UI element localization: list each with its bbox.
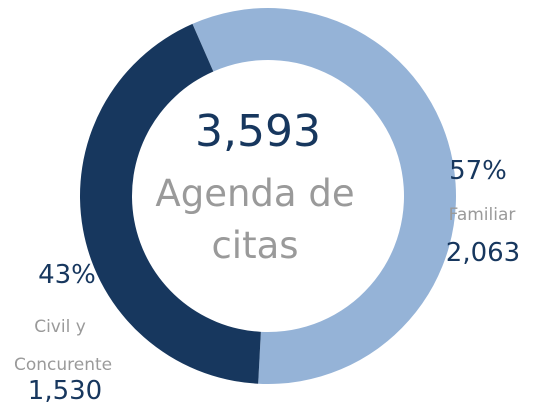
value-label: 2,063 [445, 238, 521, 268]
slice [79, 23, 261, 384]
percent-label: 43% [38, 260, 96, 290]
total: 3,593 [195, 106, 321, 157]
category-label: Familiar [448, 205, 516, 225]
percent-label: 57% [449, 156, 507, 186]
category-label: Civil y Concurente [14, 317, 113, 375]
chart-title: Agenda de citas [155, 172, 355, 267]
slice [192, 8, 456, 384]
value-label: 1,530 [27, 376, 103, 406]
